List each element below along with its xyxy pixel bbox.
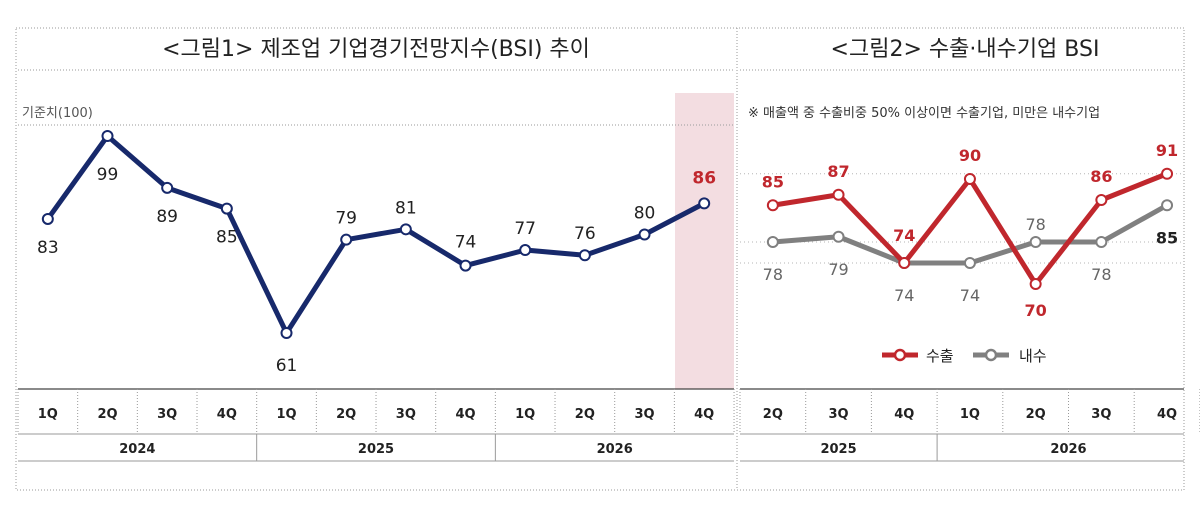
export-point	[963, 173, 976, 185]
domestic-label: 85	[1156, 228, 1178, 247]
export-point	[766, 199, 779, 212]
legend-export-label: 수출	[926, 347, 954, 365]
category-label: 2Q	[575, 407, 595, 422]
export-point	[1095, 194, 1108, 206]
domestic-point	[1161, 199, 1174, 212]
category-label: 1Q	[276, 407, 296, 422]
category-label: 4Q	[894, 407, 914, 422]
category-label: 1Q	[38, 407, 58, 422]
data-point	[399, 223, 412, 236]
legend: 수출 내수	[882, 347, 1047, 365]
export-point	[1161, 167, 1174, 180]
category-label: 1Q	[960, 407, 980, 422]
year-label: 2026	[1050, 442, 1086, 457]
category-label: 2Q	[1026, 407, 1046, 422]
category-label: 3Q	[1091, 407, 1111, 422]
series-line	[45, 133, 706, 336]
legend-export-marker	[893, 348, 907, 362]
data-label: 86	[692, 168, 716, 188]
panel1-title: <그림1> 제조업 기업경기전망지수(BSI) 추이	[162, 37, 590, 62]
data-point	[220, 202, 233, 215]
data-point	[101, 130, 114, 142]
export-label: 85	[762, 172, 784, 191]
legend-domestic-marker	[984, 348, 998, 362]
category-label: 3Q	[634, 407, 654, 422]
data-label: 85	[216, 228, 238, 248]
data-point	[161, 181, 174, 194]
domestic-label: 74	[960, 286, 980, 305]
domestic-point	[832, 230, 845, 243]
category-label: 2Q	[336, 407, 356, 422]
highlight-band	[675, 93, 734, 389]
panel1-chart: <그림1> 제조업 기업경기전망지수(BSI) 추이 기준치(100) 1Q 2Q…	[17, 37, 735, 462]
data-label: 80	[634, 204, 656, 224]
category-label: 2Q	[763, 407, 783, 422]
domestic-label: 78	[1025, 215, 1045, 234]
data-point	[340, 233, 353, 246]
export-point	[1029, 278, 1042, 290]
category-label: 3Q	[828, 407, 848, 422]
year-label: 2026	[597, 442, 633, 457]
domestic-line	[772, 203, 1169, 266]
category-label: 4Q	[694, 407, 714, 422]
panel2-chart: <그림2> 수출·내수기업 BSI ※ 매출액 중 수출비중 50% 이상이면 …	[739, 37, 1200, 462]
year-label: 2024	[119, 442, 155, 457]
panel2-title: <그림2> 수출·내수기업 BSI	[831, 37, 1100, 62]
data-label: 76	[574, 224, 596, 244]
data-label: 77	[514, 219, 536, 239]
panel2-note: ※ 매출액 중 수출비중 50% 이상이면 수출기업, 미만은 내수기업	[748, 106, 1100, 121]
data-point	[280, 327, 293, 339]
data-point	[519, 244, 532, 257]
year-label: 2025	[820, 442, 856, 457]
export-label: 91	[1156, 141, 1178, 160]
data-point	[459, 259, 472, 272]
category-label: 2Q	[97, 407, 117, 422]
category-label: 3Q	[396, 407, 416, 422]
category-label: 4Q	[1157, 407, 1177, 422]
category-label: 4Q	[217, 407, 237, 422]
export-label: 86	[1090, 167, 1112, 186]
domestic-label: 79	[828, 260, 848, 279]
data-label: 89	[156, 207, 178, 227]
domestic-label: 78	[1091, 265, 1111, 284]
domestic-label: 78	[763, 265, 783, 284]
export-point	[832, 188, 845, 201]
data-label: 79	[335, 209, 357, 229]
export-label: 90	[959, 146, 981, 165]
export-label: 70	[1025, 301, 1047, 320]
export-point	[898, 257, 911, 269]
domestic-label: 74	[894, 286, 914, 305]
domestic-point	[766, 236, 779, 248]
export-label: 87	[827, 162, 849, 181]
legend-domestic-label: 내수	[1019, 347, 1047, 365]
export-label: 74	[893, 226, 915, 245]
outer-frame	[15, 27, 1185, 491]
data-label: 83	[37, 238, 59, 258]
data-point	[578, 249, 591, 262]
baseline-label: 기준치(100)	[22, 106, 93, 121]
data-point	[41, 212, 54, 225]
domestic-point	[963, 257, 976, 269]
domestic-point	[1095, 236, 1108, 248]
data-label: 74	[455, 233, 477, 253]
category-label: 1Q	[515, 407, 535, 422]
data-point	[698, 197, 711, 210]
data-label: 81	[395, 198, 417, 218]
year-label: 2025	[358, 442, 394, 457]
category-label: 4Q	[455, 407, 475, 422]
domestic-point	[1029, 236, 1042, 248]
category-label: 3Q	[157, 407, 177, 422]
data-point	[638, 228, 651, 241]
data-label: 99	[97, 165, 119, 185]
data-label: 61	[276, 356, 298, 376]
